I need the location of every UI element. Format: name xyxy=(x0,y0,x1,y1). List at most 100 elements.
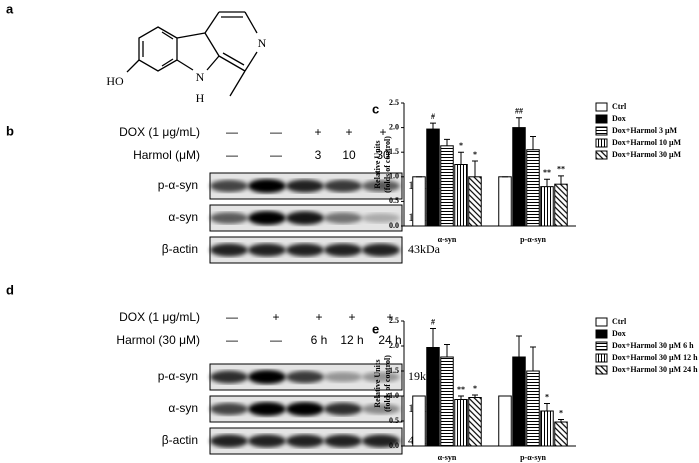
significance-mark: * xyxy=(459,141,463,150)
lane-mark: + xyxy=(314,125,321,139)
bar xyxy=(526,149,540,227)
blot-label: β-actin xyxy=(162,433,198,447)
panel-label: c xyxy=(372,101,379,116)
bar xyxy=(468,176,482,227)
error-bar xyxy=(472,160,478,177)
lane-mark: — xyxy=(226,310,238,324)
blot-label: p-α-syn xyxy=(158,178,198,192)
blot-band xyxy=(362,213,400,223)
treatment-label: DOX (1 μg/mL) xyxy=(119,310,200,324)
blot-band xyxy=(286,211,324,225)
y-tick-label: 1.0 xyxy=(389,172,399,181)
lane-mark: — xyxy=(226,333,238,347)
legend-swatch xyxy=(595,138,608,148)
error-bar xyxy=(516,117,522,128)
y-tick-label: 2.5 xyxy=(389,316,399,325)
blot-label: α-syn xyxy=(168,210,198,224)
y-tick-label: 0.5 xyxy=(389,196,399,205)
lane-mark: — xyxy=(270,333,282,347)
legend-label: Dox+Harmol 30 μM 6 h xyxy=(612,341,694,350)
legend-swatch xyxy=(595,150,608,160)
legend-swatch xyxy=(595,365,608,375)
structure xyxy=(126,11,258,97)
error-bar xyxy=(530,346,536,371)
error-bar xyxy=(444,138,450,146)
lane-mark: + xyxy=(348,310,355,324)
legend-label: Dox+Harmol 10 μM xyxy=(612,138,682,147)
bar xyxy=(412,395,426,447)
blot-band xyxy=(286,179,324,193)
blot-size: 43kDa xyxy=(408,242,441,256)
blot-band xyxy=(248,243,286,257)
x-tick-label: p-α-syn xyxy=(520,453,546,462)
bar xyxy=(526,370,540,447)
legend-swatch xyxy=(595,317,608,327)
blot-band xyxy=(324,179,362,193)
bar xyxy=(540,410,554,447)
legend-label: Ctrl xyxy=(612,102,627,111)
blot-band xyxy=(286,243,324,257)
blot-band xyxy=(324,434,362,448)
legend-swatch xyxy=(595,341,608,351)
blot-band xyxy=(248,370,286,384)
y-axis-label: (folds of control) xyxy=(383,136,392,193)
legend-label: Dox xyxy=(612,114,626,123)
blot-band xyxy=(362,434,400,448)
legend-swatch xyxy=(595,353,608,363)
bar xyxy=(512,356,526,447)
bar xyxy=(512,127,526,227)
error-bar xyxy=(544,178,550,187)
significance-mark: # xyxy=(431,112,435,121)
y-tick-label: 1.0 xyxy=(389,391,399,400)
blot-band xyxy=(210,243,248,257)
legend-label: Dox xyxy=(612,329,626,338)
y-tick-label: 0.0 xyxy=(389,221,399,230)
legend-label: Dox+Harmol 30 μM 12 h xyxy=(612,353,698,362)
lane-mark: — xyxy=(226,148,238,162)
bar xyxy=(554,421,568,447)
legend-label: Ctrl xyxy=(612,317,627,326)
lane-mark: — xyxy=(270,148,282,162)
lane-mark: — xyxy=(270,125,282,139)
blot-band xyxy=(324,402,362,416)
legend-swatch xyxy=(595,126,608,136)
x-tick-label: α-syn xyxy=(438,453,457,462)
lane-mark: 10 xyxy=(342,148,356,162)
panel-label: a xyxy=(6,1,14,16)
blot-label: p-α-syn xyxy=(158,369,198,383)
blot-band xyxy=(210,402,248,416)
treatment-label: Harmol (μM) xyxy=(133,148,200,162)
blot-band xyxy=(248,434,286,448)
y-axis-label: Relative Units xyxy=(373,140,382,188)
lane-mark: + xyxy=(379,125,386,139)
blot-band xyxy=(362,371,400,383)
blot-label: β-actin xyxy=(162,242,198,256)
error-bar xyxy=(430,122,436,130)
y-tick-label: 0.5 xyxy=(389,416,399,425)
y-axis-label: Relative Units xyxy=(373,359,382,407)
significance-mark: ** xyxy=(543,168,551,177)
blot-band xyxy=(324,371,362,383)
significance-mark: * xyxy=(473,384,477,393)
atom-label: H xyxy=(196,91,205,105)
significance-mark: * xyxy=(473,150,477,159)
error-bar xyxy=(430,328,436,348)
y-tick-label: 0.0 xyxy=(389,441,399,450)
blot-band xyxy=(248,402,286,416)
bar xyxy=(454,399,468,447)
error-bar xyxy=(544,403,550,411)
significance-mark: ** xyxy=(457,385,465,394)
treatment-label: Harmol (30 μM) xyxy=(116,333,200,347)
lane-mark: 6 h xyxy=(311,333,328,347)
bar xyxy=(540,186,554,227)
blot-band xyxy=(210,212,248,224)
bar xyxy=(426,347,440,447)
atom-label: N xyxy=(196,70,205,84)
y-tick-label: 2.0 xyxy=(389,341,399,350)
legend-swatch xyxy=(595,329,608,339)
bar xyxy=(498,176,512,227)
lane-mark: 24 h xyxy=(378,333,401,347)
error-bar xyxy=(558,419,564,422)
bar xyxy=(468,397,482,447)
